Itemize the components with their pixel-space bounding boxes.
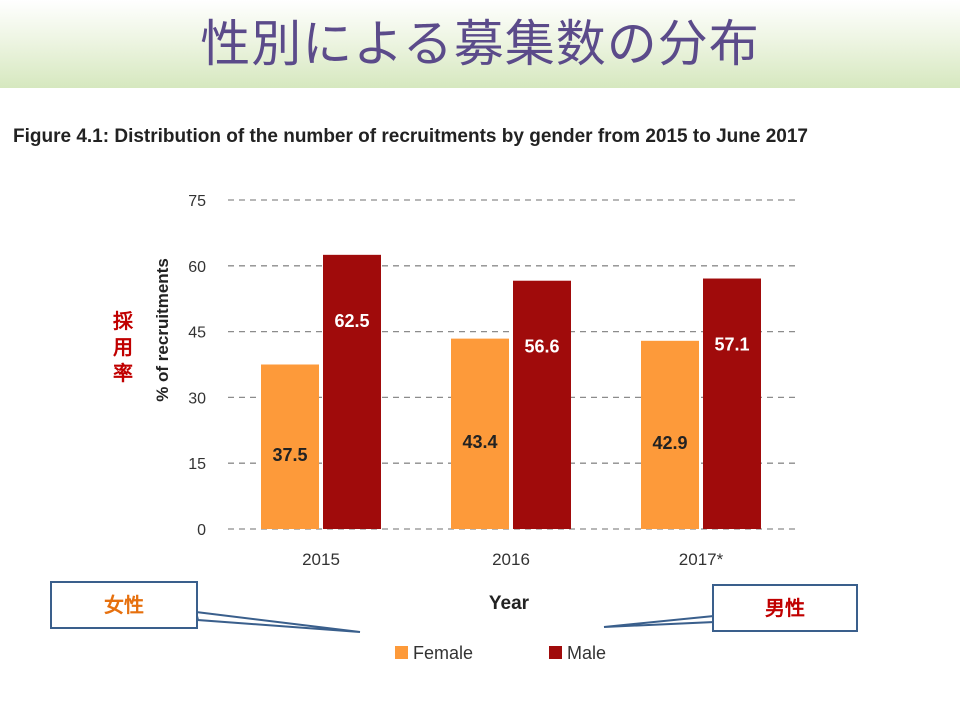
bar-male: [513, 280, 571, 529]
x-tick-label: 2016: [492, 550, 530, 569]
legend: Female Male: [395, 643, 606, 663]
callout-pointers: [194, 610, 715, 633]
legend-label-female: Female: [413, 643, 473, 663]
bar-female: [641, 340, 699, 529]
y-tick-label: 15: [188, 456, 206, 473]
y-tick-label: 60: [188, 259, 206, 276]
data-label: 56.6: [524, 337, 559, 357]
female-callout-pointer: [194, 610, 361, 633]
jp-ylabel-char: 率: [113, 361, 133, 385]
bars: [261, 254, 761, 530]
x-tick-labels: 2015 2016 2017*: [302, 550, 724, 569]
data-label: 62.5: [334, 311, 369, 331]
data-label: 37.5: [272, 445, 307, 465]
x-tick-label: 2015: [302, 550, 340, 569]
slide-title: 性別による募集数の分布: [200, 15, 760, 73]
data-label: 57.1: [714, 335, 749, 355]
jp-ylabel-char: 採: [113, 309, 133, 333]
data-label: 42.9: [652, 433, 687, 453]
y-tick-label: 30: [188, 390, 206, 407]
jp-ylabel-char: 用: [113, 335, 133, 359]
legend-swatch: [395, 646, 408, 659]
bar-male: [323, 254, 381, 530]
y-tick-label: 45: [188, 325, 206, 342]
x-axis-label: Year: [489, 593, 530, 614]
data-label: 43.4: [462, 432, 497, 452]
bar-female: [451, 338, 509, 529]
female-callout: 女性: [50, 581, 198, 629]
bar-female: [261, 364, 319, 529]
y-tick-label: 75: [188, 193, 206, 210]
legend-label-male: Male: [567, 643, 606, 663]
japanese-y-axis-label: 採 用 率: [106, 308, 140, 386]
y-tick-label: 0: [197, 522, 206, 539]
male-callout: 男性: [712, 584, 858, 632]
data-labels: 37.5 62.5 43.4 56.6 42.9 57.1: [272, 311, 749, 465]
figure-caption: Figure 4.1: Distribution of the number o…: [13, 126, 808, 147]
legend-swatch: [549, 646, 562, 659]
x-tick-label: 2017*: [679, 550, 724, 569]
bar-male: [703, 278, 761, 529]
title-banner: [0, 0, 960, 88]
y-tick-labels: 0 15 30 45 60 75: [188, 193, 206, 539]
y-axis-label: % of recruitments: [153, 258, 172, 402]
male-callout-pointer: [603, 614, 715, 628]
